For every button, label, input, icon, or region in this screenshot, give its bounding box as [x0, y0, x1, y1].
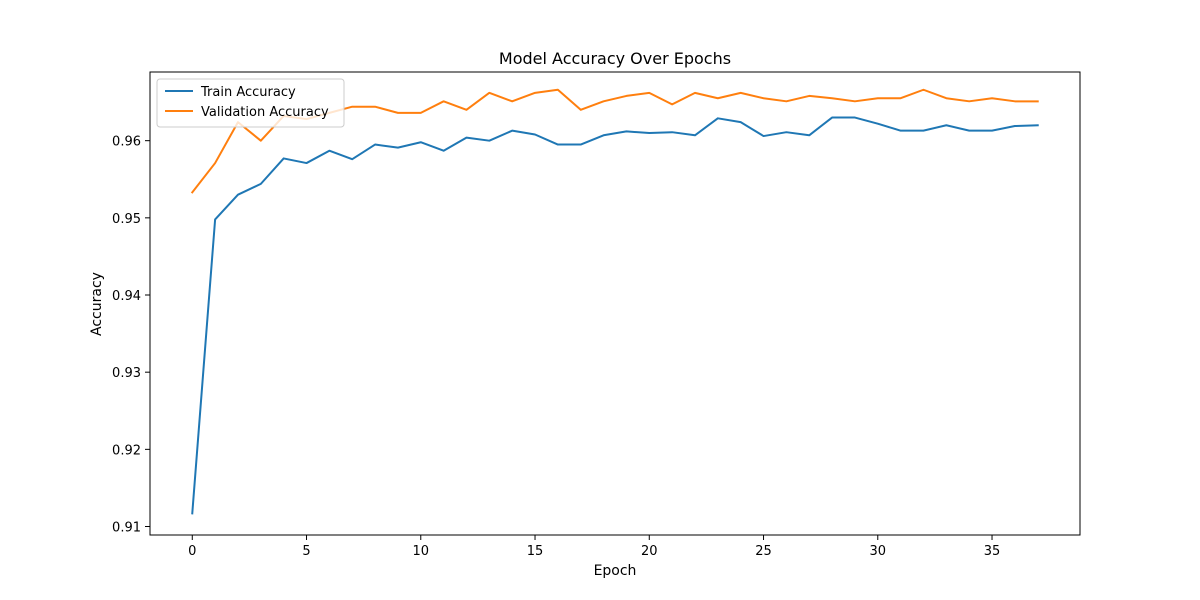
- legend: Train Accuracy Validation Accuracy: [156, 78, 345, 128]
- y-tick-label: 0.95: [112, 212, 141, 227]
- x-tick-label: 0: [188, 544, 196, 559]
- plot-frame: [149, 71, 1081, 536]
- y-axis-label: Accuracy: [89, 272, 105, 336]
- y-tick-label: 0.94: [112, 289, 141, 304]
- legend-label: Validation Accuracy: [201, 105, 329, 120]
- y-tick-label: 0.93: [112, 366, 141, 381]
- y-tick-label: 0.92: [112, 443, 141, 458]
- x-tick-label: 25: [755, 544, 772, 559]
- x-axis-label: Epoch: [594, 563, 637, 579]
- series-line-train-accuracy: [191, 116, 1039, 515]
- x-tick-label: 35: [984, 544, 1001, 559]
- x-tick-label: 15: [527, 544, 544, 559]
- x-tick-label: 20: [641, 544, 658, 559]
- y-tick-label: 0.91: [112, 521, 141, 536]
- legend-label: Train Accuracy: [200, 85, 296, 100]
- legend-box: [156, 78, 345, 128]
- x-tick-label: 30: [870, 544, 887, 559]
- chart-title: Model Accuracy Over Epochs: [499, 49, 731, 68]
- x-tick-label: 10: [413, 544, 430, 559]
- y-tick-label: 0.96: [112, 135, 141, 150]
- axis-layer: 0 5 10 15 20 25 30 35 0.91 0.92 0.93 0.94 0.95 0.96: [112, 71, 1081, 559]
- series-layer: [190, 88, 1039, 515]
- x-tick-label: 5: [302, 544, 310, 559]
